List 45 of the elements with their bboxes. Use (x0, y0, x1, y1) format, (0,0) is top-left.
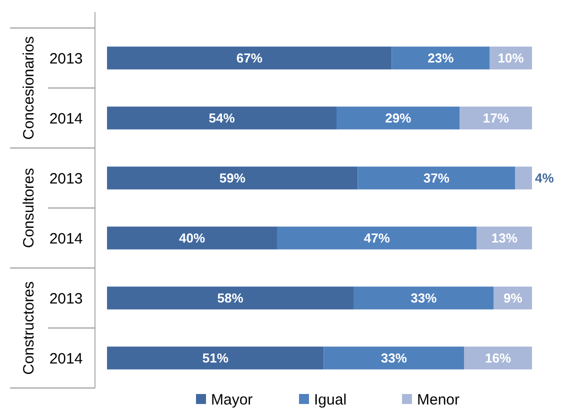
data-label: 29% (385, 110, 412, 126)
data-label: 16% (484, 350, 512, 366)
bar (107, 346, 324, 370)
data-label: 54% (208, 110, 236, 126)
data-label: 33% (410, 290, 438, 306)
data-label: 9% (503, 290, 523, 306)
data-label: 40% (178, 230, 206, 246)
y-tick-label: 2013 (49, 290, 83, 308)
data-label: 23% (428, 50, 454, 66)
bar (515, 166, 532, 190)
bar (392, 46, 490, 70)
y-tick-label: 2013 (49, 50, 83, 68)
data-label: 17% (482, 110, 510, 126)
data-label: 37% (423, 170, 450, 186)
data-label: 51% (202, 350, 229, 366)
bar (460, 106, 532, 130)
bar (107, 46, 392, 70)
data-label: 67% (236, 50, 263, 66)
bar (358, 166, 515, 190)
bar (107, 286, 354, 310)
bar (107, 106, 336, 130)
y-tick-label: 2014 (49, 110, 83, 128)
data-label: 47% (364, 230, 390, 246)
legend-label: Igual (314, 391, 347, 408)
bar (336, 106, 460, 130)
data-label: 4% (535, 170, 554, 186)
text: Concesionarios (20, 36, 38, 140)
text: Consultores (20, 168, 38, 248)
data-label: 33% (380, 350, 408, 366)
data-label: 58% (217, 290, 244, 306)
data-label: 59% (219, 170, 246, 186)
data-label: 10% (498, 50, 524, 66)
bar (277, 226, 477, 250)
legend-label: Mayor (211, 391, 253, 408)
text: Constructores (20, 281, 38, 375)
legend-label: Menor (417, 391, 460, 408)
bar (107, 226, 277, 250)
y-tick-label: 2014 (49, 230, 83, 248)
bar (464, 346, 532, 370)
bar (324, 346, 464, 370)
y-tick-label: 2014 (49, 350, 83, 368)
bar (354, 286, 494, 310)
bar (107, 166, 358, 190)
y-tick-label: 2013 (49, 170, 83, 188)
data-label: 13% (491, 230, 518, 246)
